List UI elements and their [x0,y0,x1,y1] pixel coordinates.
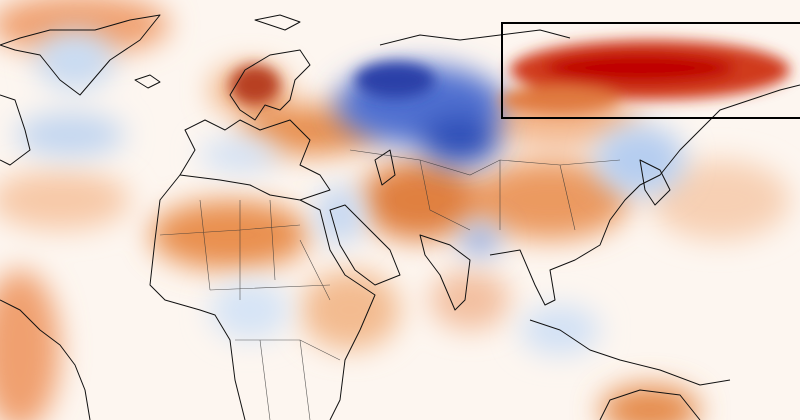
border [235,339,341,420]
warm-area [0,170,130,230]
coastlines [0,14,800,420]
warm-area [470,160,630,240]
coastline [0,299,91,420]
cold-core [355,62,435,98]
hot-area [545,52,735,84]
cool-area [460,225,500,255]
borders [159,149,621,420]
cool-area [420,115,500,165]
warm-area [650,160,790,240]
warm-area [150,200,310,270]
coastline [0,14,161,96]
coastline [419,234,471,311]
highlight-box [501,22,800,119]
coastline [379,29,571,46]
coastline [254,14,301,31]
coastline [639,159,671,206]
cool-area [315,185,365,245]
hot-area [500,86,620,114]
hot-area [230,65,280,105]
coastline [299,199,376,420]
cool-area [15,113,125,157]
cool-area [35,30,115,90]
coastline [0,94,31,166]
warm-area [430,270,510,330]
cool-area [200,137,280,173]
coastline [599,389,701,420]
warm-area [0,0,170,55]
coastline [329,204,401,286]
cool-area [210,280,290,340]
coastline [374,149,396,186]
warm-area [300,270,400,350]
coastline [529,319,731,386]
coastline [489,84,800,306]
warm-area [600,385,700,420]
border [159,199,331,301]
border [349,149,621,231]
coastline [229,49,311,121]
coastline [149,174,246,420]
coastline [134,74,161,89]
coastline [179,119,331,201]
